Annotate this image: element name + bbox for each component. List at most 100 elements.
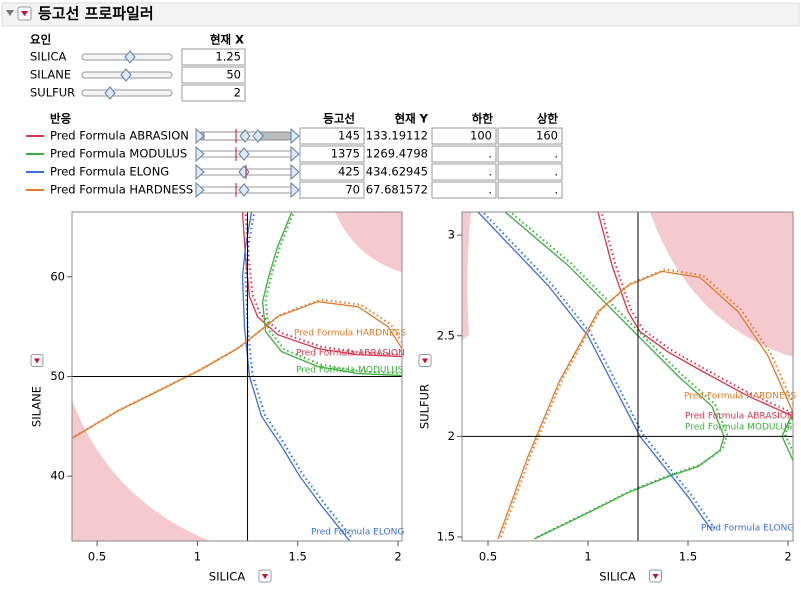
- x-tick-label: 0.5: [479, 550, 497, 564]
- response-name: Pred Formula ELONG: [50, 165, 169, 179]
- plot: [477, 212, 793, 540]
- slider-handle[interactable]: [238, 183, 250, 197]
- dropdown-arrow: [652, 574, 659, 579]
- curve-label: Pred Formula ELONG: [311, 528, 404, 538]
- input-box[interactable]: [299, 181, 365, 199]
- input-box[interactable]: [431, 145, 497, 163]
- curve-label: Pred Formula ELONG: [701, 524, 794, 534]
- limit-region: [72, 400, 210, 541]
- y-tick-label: 60: [50, 269, 65, 283]
- slider-handle[interactable]: [290, 181, 300, 199]
- slider-handle[interactable]: [290, 163, 300, 181]
- header: 상한: [537, 112, 559, 126]
- upper-limit: .: [554, 147, 558, 161]
- slider-thumb[interactable]: [104, 86, 116, 100]
- dropdown-arrow: [34, 358, 40, 364]
- y-tick-label: 3: [448, 228, 455, 242]
- curve-label: Pred Formula HARDNESS: [294, 329, 406, 339]
- header: 등고선: [323, 112, 355, 126]
- lower-limit: 100: [470, 129, 492, 143]
- lower-limit: .: [488, 165, 492, 179]
- x-tick-label: 2: [784, 550, 791, 564]
- curve-label: Pred Formula MODULUS: [296, 366, 404, 376]
- factor-value: 2: [234, 86, 241, 100]
- factor-name: SILANE: [30, 68, 71, 82]
- dynamic: 요인 현재 X SILICA 1.25 SILANE 50 SULFUR 2 반응 등고선 현재 Y…: [26, 33, 796, 584]
- current-y: 1269.4798: [366, 147, 428, 161]
- slider-handle[interactable]: [195, 163, 205, 181]
- contour-line: [72, 301, 402, 439]
- slider-handle[interactable]: [195, 145, 205, 163]
- contour-value: 425: [338, 165, 360, 179]
- slider-thumb[interactable]: [120, 68, 132, 82]
- slider-handle[interactable]: [239, 129, 251, 143]
- limit-region: [335, 212, 402, 272]
- input-box[interactable]: [299, 145, 365, 163]
- input-box[interactable]: [497, 127, 563, 145]
- upper-limit: .: [554, 165, 558, 179]
- curve-label: Pred Formula ABRASION: [685, 412, 794, 422]
- response-name: Pred Formula ABRASION: [50, 129, 189, 143]
- y-axis-label: SILANE: [30, 386, 44, 427]
- y-tick-label: 1.5: [437, 529, 455, 543]
- input-box[interactable]: [299, 127, 365, 145]
- limit-region: [462, 212, 471, 340]
- input-box[interactable]: [181, 84, 246, 102]
- title-bar: [1, 2, 800, 27]
- header: 현재 X: [210, 33, 244, 47]
- factor-name: SULFUR: [30, 86, 75, 100]
- input-box[interactable]: [497, 145, 563, 163]
- slider-handle[interactable]: [195, 181, 205, 199]
- contour-shadow: [244, 212, 354, 540]
- contour-shadow: [264, 212, 402, 375]
- input-box[interactable]: [181, 48, 246, 66]
- slider-handle[interactable]: [290, 127, 300, 145]
- header: 요인: [30, 33, 51, 47]
- x-tick-label: 0.5: [88, 550, 106, 564]
- slider-handle[interactable]: [252, 129, 264, 143]
- contour-line: [597, 212, 793, 417]
- factor-value: 1.25: [215, 50, 241, 64]
- slider-track: [81, 89, 173, 97]
- slider-handle[interactable]: [195, 127, 205, 145]
- x-tick-label: 1: [194, 550, 201, 564]
- input-box[interactable]: [431, 181, 497, 199]
- x-tick-label: 2: [394, 550, 401, 564]
- contour-value: 70: [345, 183, 360, 197]
- x-axis-label: SILICA: [209, 570, 246, 584]
- factor-value: 50: [226, 68, 241, 82]
- header: 반응: [50, 112, 72, 126]
- slider-handle[interactable]: [238, 165, 250, 179]
- plot-frame: [461, 211, 794, 542]
- input-box[interactable]: [431, 163, 497, 181]
- current-y: 434.62945: [366, 165, 428, 179]
- upper-limit: .: [554, 183, 558, 197]
- y-axis-label: SULFUR: [418, 384, 432, 429]
- contour-value: 1375: [331, 147, 360, 161]
- response-name: Pred Formula MODULUS: [50, 147, 187, 161]
- y-tick-label: 2.5: [437, 328, 455, 342]
- input-box[interactable]: [497, 181, 563, 199]
- input-box[interactable]: [181, 66, 246, 84]
- lower-limit: .: [488, 147, 492, 161]
- y-tick-label: 40: [50, 469, 65, 483]
- contour-line: [497, 270, 793, 540]
- contour-line: [477, 212, 713, 532]
- input-box[interactable]: [497, 163, 563, 181]
- dropdown-arrow: [262, 574, 268, 579]
- slider-handle[interactable]: [290, 145, 300, 163]
- disclosure-icon[interactable]: [6, 10, 14, 16]
- header: 하한: [472, 112, 494, 126]
- x-tick-label: 1.5: [679, 550, 697, 564]
- slider-handle[interactable]: [238, 147, 250, 161]
- factor-name: SILICA: [30, 50, 67, 64]
- upper-limit: 160: [536, 129, 558, 143]
- curve-label: Pred Formula HARDNESS: [684, 392, 796, 402]
- x-tick-label: 1: [584, 550, 591, 564]
- input-box[interactable]: [299, 163, 365, 181]
- y-tick-label: 2: [448, 429, 455, 443]
- input-box[interactable]: [431, 127, 497, 145]
- slider-thumb[interactable]: [124, 50, 136, 64]
- current-y: 133.19112: [366, 129, 428, 143]
